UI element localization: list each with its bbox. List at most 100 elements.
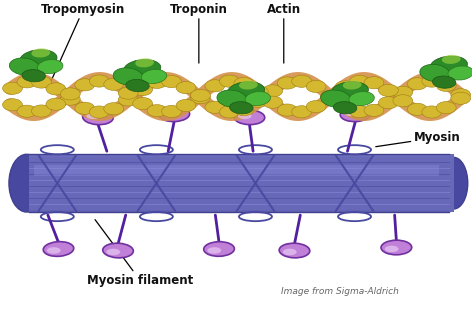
Ellipse shape bbox=[135, 58, 154, 67]
Ellipse shape bbox=[420, 64, 450, 82]
Ellipse shape bbox=[37, 60, 63, 73]
Text: Myosin filament: Myosin filament bbox=[87, 220, 193, 286]
Ellipse shape bbox=[82, 110, 113, 125]
Ellipse shape bbox=[239, 80, 258, 90]
Ellipse shape bbox=[378, 97, 398, 109]
Ellipse shape bbox=[283, 249, 297, 255]
Ellipse shape bbox=[451, 89, 471, 101]
Ellipse shape bbox=[75, 102, 95, 114]
Ellipse shape bbox=[89, 106, 109, 118]
Ellipse shape bbox=[333, 102, 357, 114]
Ellipse shape bbox=[436, 79, 456, 91]
Ellipse shape bbox=[343, 80, 362, 90]
Ellipse shape bbox=[118, 87, 138, 99]
Ellipse shape bbox=[133, 97, 153, 110]
Text: Tropomyosin: Tropomyosin bbox=[41, 3, 126, 83]
Ellipse shape bbox=[107, 249, 120, 255]
Ellipse shape bbox=[104, 103, 124, 115]
Ellipse shape bbox=[349, 91, 374, 106]
Ellipse shape bbox=[248, 86, 268, 98]
Text: Myosin: Myosin bbox=[376, 131, 460, 147]
Ellipse shape bbox=[60, 93, 80, 105]
Ellipse shape bbox=[163, 109, 176, 116]
Ellipse shape bbox=[407, 78, 427, 90]
Ellipse shape bbox=[335, 100, 355, 112]
Ellipse shape bbox=[320, 91, 340, 103]
Ellipse shape bbox=[234, 104, 254, 116]
Ellipse shape bbox=[349, 106, 369, 118]
Ellipse shape bbox=[422, 106, 442, 118]
Ellipse shape bbox=[430, 56, 467, 75]
Ellipse shape bbox=[113, 68, 143, 85]
Ellipse shape bbox=[31, 76, 51, 88]
Ellipse shape bbox=[124, 60, 161, 78]
Ellipse shape bbox=[378, 84, 398, 96]
Ellipse shape bbox=[89, 75, 109, 87]
Ellipse shape bbox=[331, 82, 368, 100]
Ellipse shape bbox=[162, 105, 182, 117]
Ellipse shape bbox=[191, 92, 210, 104]
Ellipse shape bbox=[234, 110, 265, 125]
Ellipse shape bbox=[306, 80, 326, 93]
Ellipse shape bbox=[159, 107, 190, 122]
Ellipse shape bbox=[208, 247, 221, 254]
Ellipse shape bbox=[103, 243, 133, 258]
Ellipse shape bbox=[176, 82, 196, 94]
Ellipse shape bbox=[439, 157, 468, 209]
Ellipse shape bbox=[407, 103, 427, 115]
Ellipse shape bbox=[349, 75, 369, 87]
Ellipse shape bbox=[2, 82, 22, 94]
Text: Troponin: Troponin bbox=[170, 3, 228, 63]
Ellipse shape bbox=[176, 99, 196, 112]
Ellipse shape bbox=[248, 95, 268, 107]
Ellipse shape bbox=[381, 240, 412, 255]
Ellipse shape bbox=[46, 83, 66, 95]
Ellipse shape bbox=[9, 58, 39, 75]
Ellipse shape bbox=[393, 86, 413, 98]
Ellipse shape bbox=[306, 100, 326, 113]
Ellipse shape bbox=[219, 106, 239, 118]
Ellipse shape bbox=[31, 105, 51, 117]
Ellipse shape bbox=[118, 94, 138, 106]
Ellipse shape bbox=[277, 104, 297, 116]
FancyBboxPatch shape bbox=[34, 165, 439, 175]
Ellipse shape bbox=[9, 154, 45, 212]
Ellipse shape bbox=[229, 102, 253, 114]
Ellipse shape bbox=[126, 79, 149, 92]
Ellipse shape bbox=[364, 77, 384, 89]
Ellipse shape bbox=[320, 90, 340, 102]
Ellipse shape bbox=[277, 77, 297, 89]
Ellipse shape bbox=[86, 113, 100, 119]
Ellipse shape bbox=[344, 109, 358, 116]
Ellipse shape bbox=[17, 76, 37, 88]
Ellipse shape bbox=[162, 76, 182, 88]
Ellipse shape bbox=[47, 247, 61, 254]
Text: Image from Sigma-Aldrich: Image from Sigma-Aldrich bbox=[282, 287, 399, 296]
Ellipse shape bbox=[205, 80, 225, 92]
Ellipse shape bbox=[393, 95, 413, 107]
Ellipse shape bbox=[432, 76, 456, 88]
Ellipse shape bbox=[321, 90, 351, 107]
Ellipse shape bbox=[245, 91, 271, 106]
Ellipse shape bbox=[335, 81, 355, 93]
Ellipse shape bbox=[75, 79, 95, 91]
Ellipse shape bbox=[2, 99, 22, 111]
Ellipse shape bbox=[228, 82, 264, 100]
Ellipse shape bbox=[217, 90, 247, 107]
Ellipse shape bbox=[133, 83, 153, 95]
Ellipse shape bbox=[191, 89, 210, 101]
Ellipse shape bbox=[43, 241, 74, 256]
Ellipse shape bbox=[22, 69, 46, 82]
Ellipse shape bbox=[238, 113, 252, 119]
Ellipse shape bbox=[17, 105, 37, 117]
Ellipse shape bbox=[205, 101, 225, 113]
Ellipse shape bbox=[448, 66, 474, 80]
Ellipse shape bbox=[442, 55, 461, 64]
Text: Actin: Actin bbox=[267, 3, 301, 63]
Ellipse shape bbox=[422, 75, 442, 87]
Ellipse shape bbox=[219, 75, 239, 87]
FancyBboxPatch shape bbox=[29, 154, 454, 212]
Ellipse shape bbox=[279, 243, 310, 258]
Ellipse shape bbox=[204, 242, 234, 256]
Ellipse shape bbox=[292, 106, 311, 118]
